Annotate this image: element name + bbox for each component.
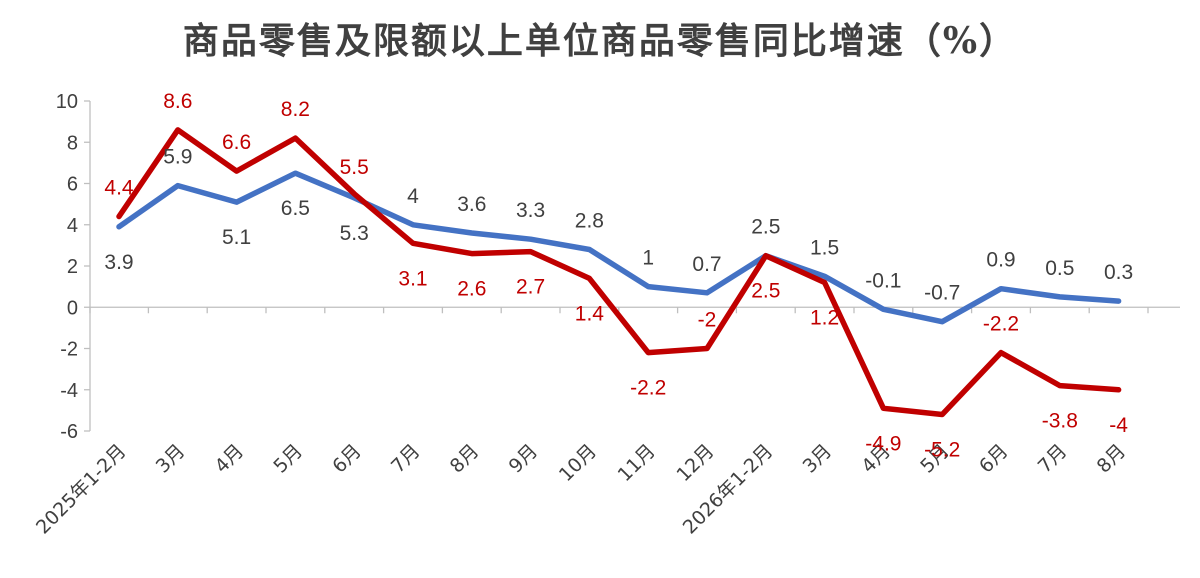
red-series-data-label: 1.4 [575,302,605,325]
x-tick-label: 8月 [1093,440,1131,478]
red-series-data-label: 2.7 [516,276,545,299]
blue-series-data-label: 3.6 [457,193,486,216]
blue-series-data-label: 0.5 [1045,257,1074,280]
blue-series-data-label: 2.8 [575,210,604,233]
blue-series-data-label: -0.7 [924,282,960,305]
red-series-data-label: 4.4 [104,177,134,200]
blue-series-data-label: 1.5 [810,236,839,259]
blue-series-data-label: 5.3 [340,222,369,245]
y-tick-label: 0 [67,297,78,319]
red-series-data-label: 3.1 [398,267,427,290]
y-tick-label: 10 [56,91,78,113]
x-tick-label: 2025年1-2月 [32,440,131,539]
blue-series-data-label: 3.3 [516,199,545,222]
blue-series-data-label: 0.7 [692,253,721,276]
x-tick-label: 7月 [387,440,425,478]
x-tick-label: 9月 [505,440,543,478]
blue-series-data-label: 0.9 [986,249,1015,272]
y-tick-label: -2 [60,339,78,361]
x-tick-label: 6月 [328,440,366,478]
red-series-data-label: 1.2 [810,307,839,330]
x-tick-label: 8月 [446,440,484,478]
x-tick-label: 5月 [269,440,307,478]
blue-series-data-label: 0.3 [1104,261,1133,284]
x-tick-label: 3月 [799,440,837,478]
y-tick-label: 4 [67,215,78,237]
red-series-data-label: 5.5 [340,156,369,179]
red-series-data-label: 8.6 [163,90,192,113]
blue-series-data-label: 2.5 [751,216,780,239]
blue-series-data-label: 5.9 [163,146,192,169]
red-series-data-label: 2.5 [751,280,780,303]
red-series-data-label: -2.2 [983,313,1019,336]
red-series-line [116,127,1122,418]
chart-title: 商品零售及限额以上单位商品零售同比增速（%） [182,20,1018,62]
y-tick-label: 8 [67,132,78,154]
x-tick-label: 10月 [555,440,601,486]
x-tick-label: 4月 [211,440,249,478]
blue-series-data-label: -0.1 [865,269,901,292]
red-series-data-label: -4.9 [865,432,901,455]
x-tick-label: 7月 [1034,440,1072,478]
red-series-data-label: -2 [698,309,717,332]
blue-series-data-label: 3.9 [104,251,133,274]
y-tick-label: -4 [60,380,78,402]
x-tick-label: 6月 [975,440,1013,478]
y-tick-label: -6 [60,421,78,443]
red-series-data-label: 8.2 [281,98,310,121]
blue-series-data-label: 1 [642,247,654,270]
red-series-data-label: -3.8 [1042,410,1078,433]
blue-series-line [116,170,1122,325]
x-tick-label: 11月 [614,440,660,486]
x-tick-label: 3月 [152,440,190,478]
blue-series-data-label: 6.5 [281,197,310,220]
y-tick-label: 2 [67,256,78,278]
x-tick-label: 12月 [672,440,718,486]
red-series-data-label: -5.2 [924,439,960,462]
blue-series-data-label: 5.1 [222,226,251,249]
red-series-data-label: -4 [1109,414,1128,437]
red-series-data-label: 6.6 [222,131,251,154]
blue-series-data-label: 4 [407,185,419,208]
red-series-data-label: -2.2 [630,377,666,400]
red-series-data-label: 2.6 [457,278,486,301]
y-tick-label: 6 [67,174,78,196]
